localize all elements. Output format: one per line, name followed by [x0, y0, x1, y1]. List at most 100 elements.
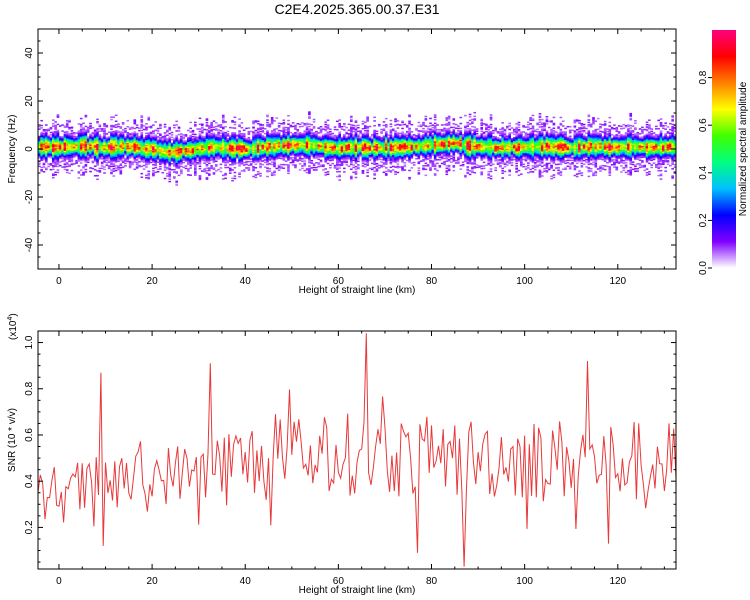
- heatmap-cell: [401, 156, 404, 159]
- heatmap-cell: [198, 178, 202, 181]
- heatmap-cell: [384, 125, 388, 127]
- heatmap-cell: [152, 142, 155, 144]
- heatmap-cell: [405, 135, 409, 138]
- heatmap-cell: [128, 142, 132, 145]
- heatmap-cell: [228, 138, 232, 141]
- heatmap-cell: [82, 128, 85, 131]
- heatmap-cell: [56, 139, 60, 141]
- heatmap-cell: [212, 132, 216, 134]
- heatmap-cell: [79, 169, 83, 171]
- heatmap-cell: [268, 135, 272, 138]
- heatmap-cell: [207, 140, 211, 143]
- heatmap-cell: [135, 134, 139, 136]
- heatmap-cell: [163, 165, 167, 168]
- heatmap-cell: [319, 129, 323, 132]
- heatmap-cell: [91, 154, 95, 157]
- heatmap-cell: [103, 159, 106, 161]
- heatmap-cell: [363, 140, 367, 143]
- heatmap-cell: [429, 144, 432, 146]
- heatmap-cell: [58, 151, 62, 154]
- heatmap-cell: [324, 142, 328, 145]
- heatmap-cell: [221, 131, 225, 133]
- heatmap-cell: [177, 166, 181, 168]
- heatmap-cell: [343, 152, 346, 154]
- heatmap-cell: [228, 146, 232, 148]
- heatmap-cell: [384, 161, 388, 163]
- heatmap-cell: [363, 141, 367, 144]
- heatmap-cell: [161, 147, 165, 150]
- heatmap-cell: [175, 139, 179, 142]
- heatmap-cell: [247, 156, 251, 158]
- heatmap-cell: [361, 148, 365, 150]
- heatmap-cell: [44, 150, 48, 153]
- heatmap-cell: [357, 136, 360, 139]
- heatmap-cell: [131, 142, 134, 144]
- heatmap-cell: [93, 135, 97, 137]
- heatmap-cell: [336, 149, 339, 151]
- heatmap-cell: [228, 172, 232, 174]
- heatmap-cell: [303, 156, 307, 159]
- heatmap-cell: [422, 156, 425, 159]
- heatmap-cell: [361, 144, 365, 147]
- heatmap-cell: [345, 142, 348, 144]
- heatmap-cell: [345, 138, 348, 141]
- heatmap-cell: [354, 143, 358, 145]
- heatmap-cell: [105, 124, 109, 127]
- heatmap-cell: [177, 144, 181, 147]
- heatmap-cell: [205, 131, 209, 134]
- heatmap-cell: [61, 136, 64, 138]
- heatmap-cell: [231, 135, 234, 138]
- heatmap-cell: [103, 160, 106, 162]
- heatmap-cell: [184, 140, 188, 142]
- heatmap-cell: [98, 136, 102, 138]
- heatmap-cell: [352, 127, 355, 129]
- heatmap-cell: [65, 141, 69, 144]
- heatmap-cell: [210, 145, 213, 148]
- heatmap-cell: [366, 142, 369, 145]
- heatmap-cell: [156, 159, 160, 161]
- heatmap-cell: [238, 141, 241, 143]
- heatmap-cell: [394, 119, 397, 122]
- heatmap-cell: [256, 133, 260, 136]
- heatmap-cell: [240, 152, 244, 154]
- heatmap-cell: [422, 131, 425, 133]
- heatmap-cell: [198, 135, 202, 138]
- heatmap-cell: [431, 129, 435, 131]
- heatmap-cell: [131, 126, 134, 129]
- heatmap-cell: [145, 162, 148, 165]
- heatmap-cell: [173, 142, 176, 145]
- heatmap-cell: [56, 141, 60, 144]
- heatmap-cell: [368, 125, 372, 128]
- heatmap-cell: [296, 132, 300, 135]
- heatmap-cell: [287, 147, 290, 149]
- heatmap-cell: [152, 143, 155, 146]
- heatmap-cell: [294, 154, 297, 157]
- heatmap-cell: [329, 138, 332, 140]
- heatmap-cell: [182, 159, 185, 161]
- heatmap-cell: [338, 148, 341, 150]
- heatmap-cell: [65, 169, 69, 171]
- heatmap-cell: [273, 138, 276, 140]
- heatmap-cell: [384, 174, 388, 176]
- heatmap-cell: [319, 140, 323, 142]
- heatmap-cell: [361, 138, 365, 141]
- heatmap-cell: [312, 148, 316, 151]
- heatmap-cell: [214, 160, 218, 163]
- heatmap-cell: [86, 130, 90, 132]
- heatmap-cell: [149, 149, 153, 152]
- heatmap-cell: [256, 160, 260, 162]
- heatmap-cell: [377, 150, 381, 152]
- heatmap-cell: [291, 153, 295, 155]
- heatmap-cell: [44, 153, 48, 155]
- heatmap-cell: [91, 144, 95, 147]
- heatmap-cell: [361, 143, 365, 146]
- heatmap-cell: [350, 127, 353, 130]
- heatmap-cell: [322, 144, 325, 146]
- heatmap-cell: [284, 144, 288, 147]
- heatmap-cell: [187, 160, 190, 163]
- heatmap-cell: [338, 179, 341, 181]
- heatmap-cell: [233, 177, 237, 180]
- heatmap-cell: [180, 148, 183, 151]
- heatmap-cell: [147, 134, 151, 137]
- heatmap-cell: [68, 158, 71, 160]
